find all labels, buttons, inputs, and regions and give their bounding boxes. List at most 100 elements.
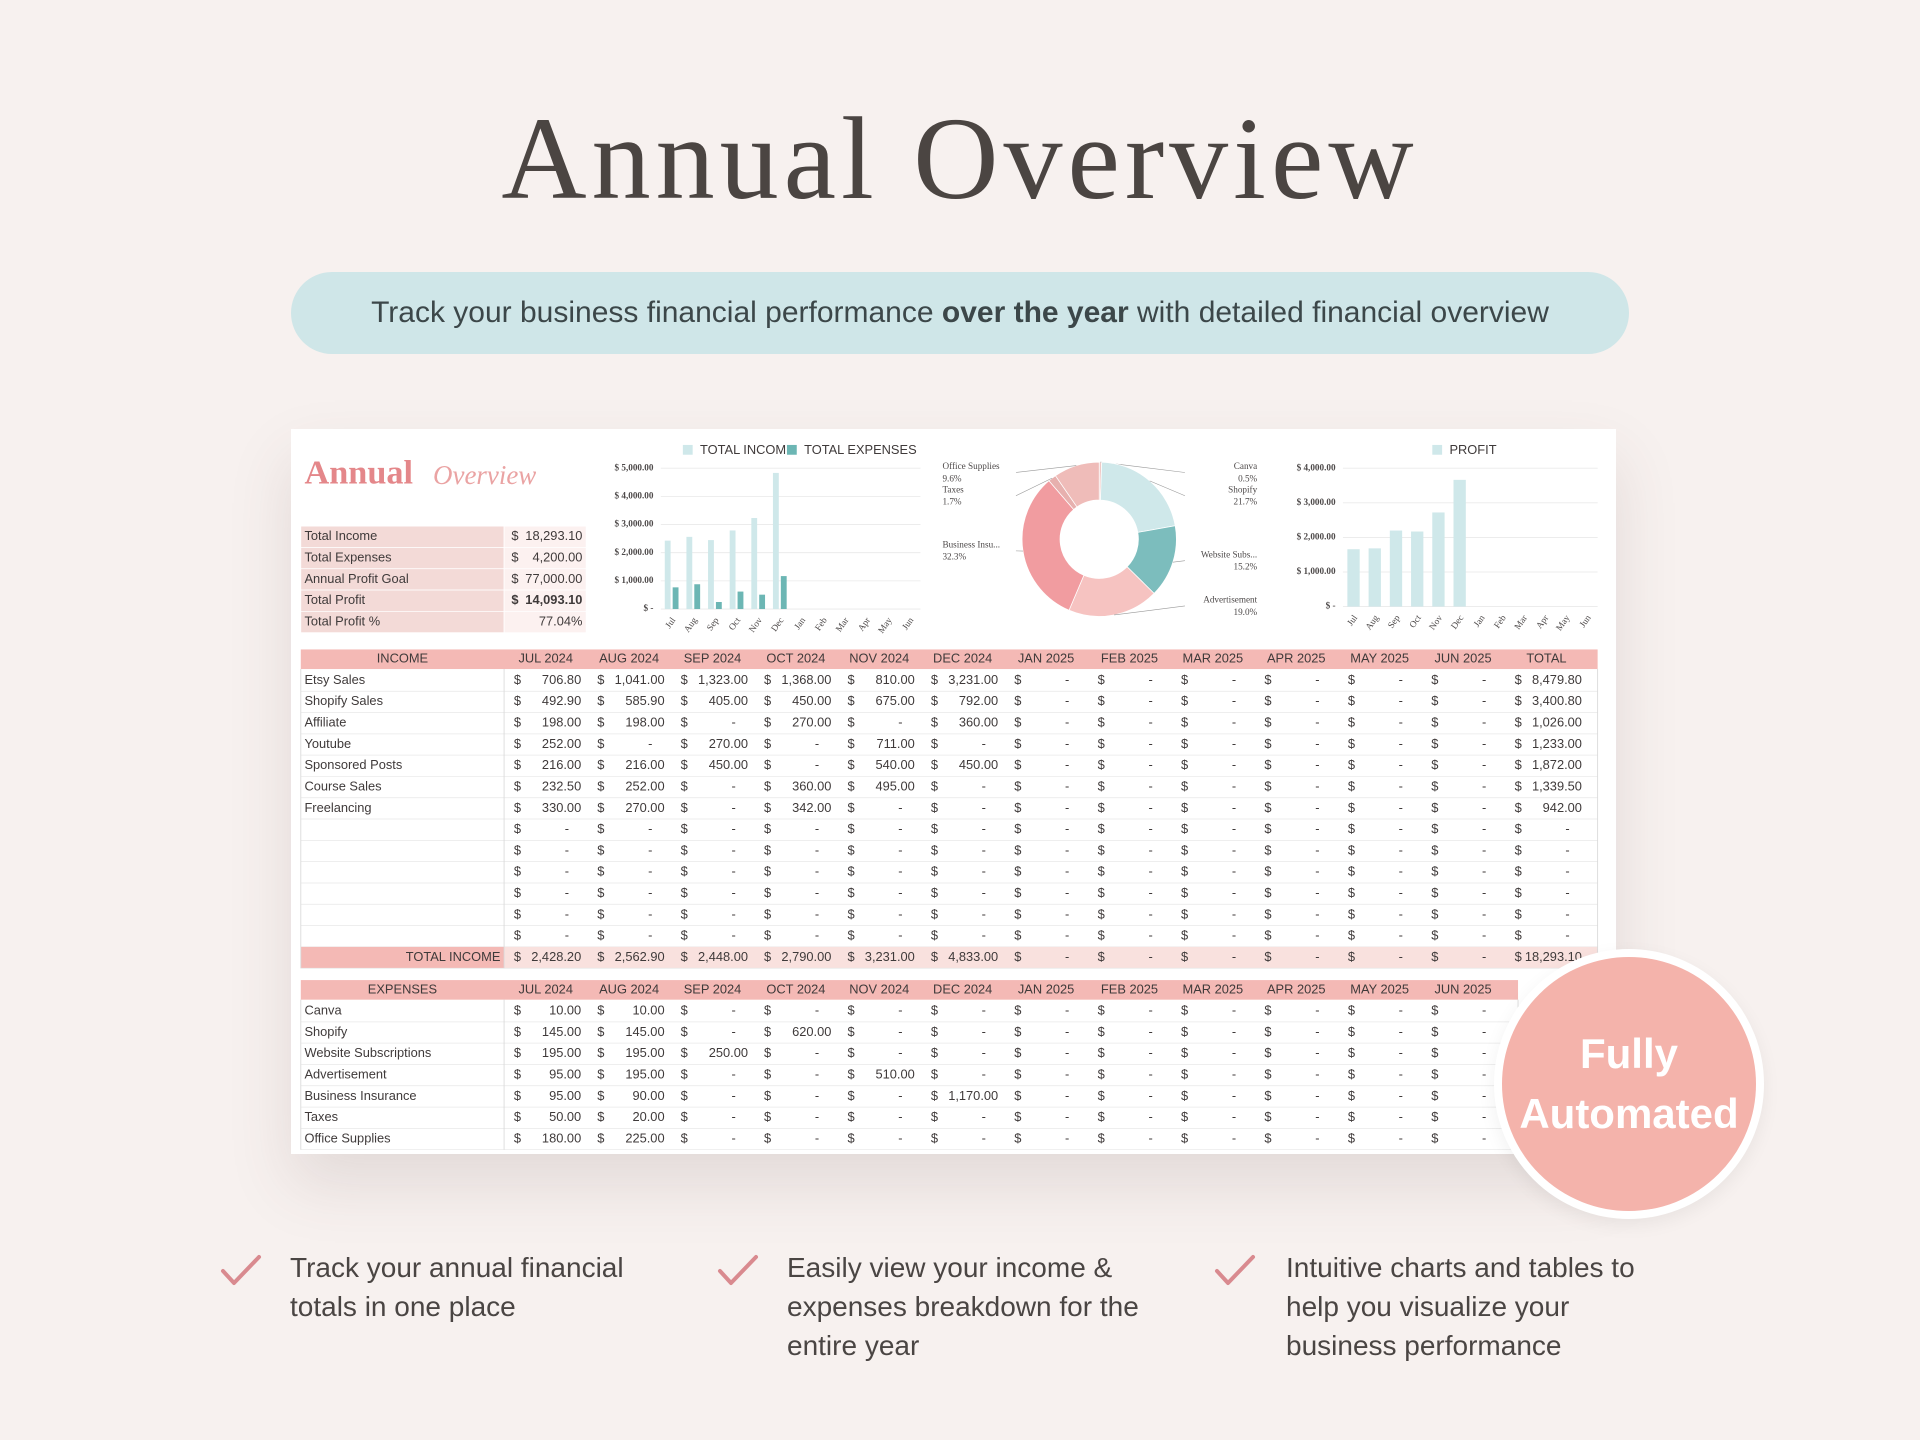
column-header: SEP 2024	[684, 651, 742, 666]
currency: $	[1515, 693, 1522, 708]
cell-value: -	[731, 821, 735, 836]
cell-value: -	[1399, 906, 1403, 921]
currency: $	[1431, 842, 1438, 857]
cell-value: -	[1148, 1024, 1152, 1039]
cell-value: -	[1148, 928, 1152, 943]
cell-value: -	[1232, 949, 1236, 964]
cell-value: 145.00	[625, 1024, 664, 1039]
subtitle-pill: Track your business financial performanc…	[291, 272, 1629, 354]
currency: $	[681, 693, 688, 708]
table-header: INCOME	[377, 651, 429, 666]
cell-value: -	[982, 1045, 986, 1060]
currency: $	[1014, 821, 1021, 836]
currency: $	[931, 715, 938, 730]
cell-value: -	[1482, 693, 1486, 708]
cell-value: -	[1565, 842, 1569, 857]
currency: $	[1515, 906, 1522, 921]
currency: $	[1098, 1130, 1105, 1145]
bar	[1432, 512, 1445, 607]
currency: $	[597, 885, 604, 900]
x-tick-label: Feb	[1492, 613, 1508, 630]
currency: $	[847, 1024, 854, 1039]
cell-value: 198.00	[542, 715, 581, 730]
currency: $	[514, 906, 521, 921]
currency: $	[1264, 736, 1271, 751]
currency: $	[764, 1130, 771, 1145]
cell-value: -	[982, 928, 986, 943]
currency: $	[514, 778, 521, 793]
currency: $	[1431, 1067, 1438, 1082]
cell-value: 270.00	[709, 736, 748, 751]
y-tick-label: $ 3,000.00	[1297, 497, 1336, 507]
cell-value: -	[1232, 1045, 1236, 1060]
currency: $	[1014, 1109, 1021, 1124]
slice-label: Website Subs...	[1201, 549, 1257, 559]
cell-value: -	[982, 778, 986, 793]
currency: $	[514, 800, 521, 815]
currency: $	[681, 1109, 688, 1124]
currency: $	[1098, 928, 1105, 943]
cell-value: 942.00	[1543, 800, 1582, 815]
cell-value: -	[1148, 1088, 1152, 1103]
currency: $	[1348, 1067, 1355, 1082]
cell-value: -	[1399, 1067, 1403, 1082]
currency: $	[1181, 906, 1188, 921]
cell-value: -	[1482, 1003, 1486, 1018]
donut-slice	[1100, 461, 1176, 533]
currency: $	[847, 928, 854, 943]
y-tick-label: $ 3,000.00	[614, 519, 653, 529]
cell-value: 195.00	[625, 1067, 664, 1082]
cell-value: 1,368.00	[781, 672, 831, 687]
currency: $	[847, 1088, 854, 1103]
currency: $	[764, 778, 771, 793]
currency: $	[597, 715, 604, 730]
cell-value: -	[1065, 1003, 1069, 1018]
cell-value: -	[815, 864, 819, 879]
currency: $	[1515, 778, 1522, 793]
currency: $	[1181, 1067, 1188, 1082]
cell-value: 450.00	[792, 693, 831, 708]
currency: $	[1014, 864, 1021, 879]
currency: $	[1515, 864, 1522, 879]
cell-value: -	[1232, 693, 1236, 708]
currency: $	[764, 736, 771, 751]
cell-value: -	[731, 778, 735, 793]
cell-value: -	[815, 1109, 819, 1124]
cell-value: 216.00	[542, 757, 581, 772]
currency: $	[514, 672, 521, 687]
x-tick-label: Jul	[1345, 613, 1360, 628]
cell-value: -	[1399, 1003, 1403, 1018]
cell-value: -	[1482, 1045, 1486, 1060]
currency: $	[1431, 736, 1438, 751]
currency: $	[1431, 778, 1438, 793]
x-tick-label: Jun	[1577, 613, 1593, 630]
cell-value: -	[1482, 864, 1486, 879]
cell-value: 252.00	[542, 736, 581, 751]
currency: $	[1348, 800, 1355, 815]
currency: $	[764, 693, 771, 708]
cell-value: -	[1482, 885, 1486, 900]
slice-label: Business Insu...	[942, 539, 1000, 549]
cell-value: -	[815, 1003, 819, 1018]
currency: $	[1348, 1088, 1355, 1103]
row-label: Shopify	[304, 1024, 347, 1039]
currency: $	[681, 800, 688, 815]
currency: $	[1181, 821, 1188, 836]
cell-value: 2,448.00	[698, 949, 748, 964]
currency: $	[931, 800, 938, 815]
y-tick-label: $ 4,000.00	[614, 490, 653, 500]
cell-value: 270.00	[625, 800, 664, 815]
cell-value: -	[815, 757, 819, 772]
currency: $	[764, 1067, 771, 1082]
currency: $	[847, 757, 854, 772]
currency: $	[597, 949, 604, 964]
cell-value: -	[982, 1024, 986, 1039]
cell-value: -	[815, 906, 819, 921]
cell-value: 1,041.00	[615, 672, 665, 687]
bar	[715, 601, 722, 610]
cell-value: -	[565, 885, 569, 900]
currency: $	[847, 1067, 854, 1082]
currency: $	[1348, 885, 1355, 900]
currency: $	[1181, 1003, 1188, 1018]
cell-value: -	[731, 928, 735, 943]
